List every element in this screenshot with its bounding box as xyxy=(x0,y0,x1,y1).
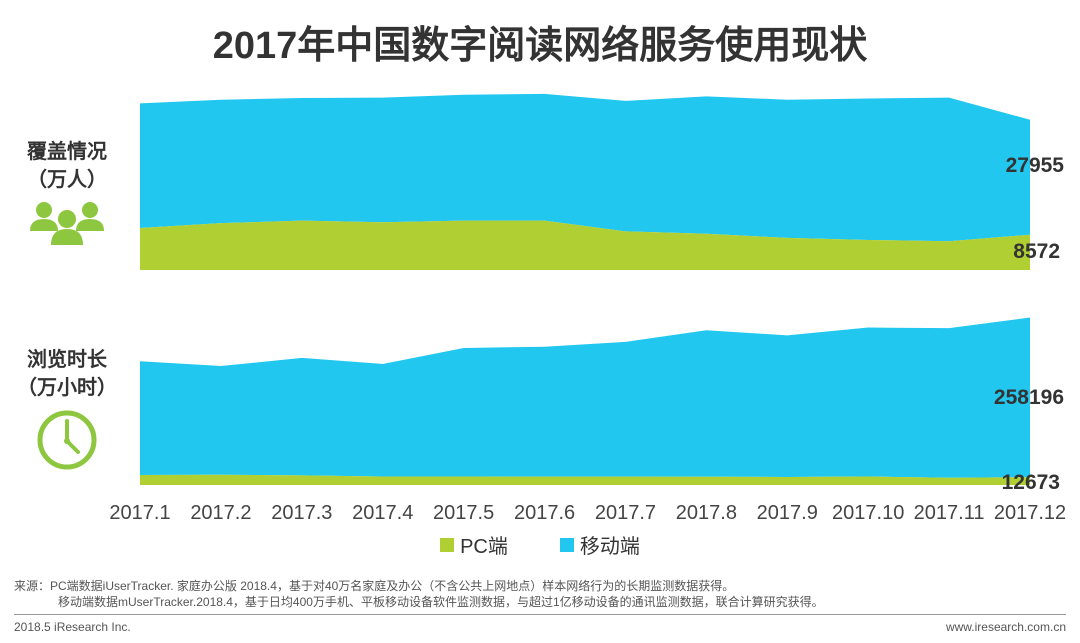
duration-label: 浏览时长 （万小时） xyxy=(2,346,132,402)
source-note: 来源：PC端数据iUserTracker. 家庭办公版 2018.4，基于对40… xyxy=(14,578,1074,610)
duration-label-line1: 浏览时长 xyxy=(27,349,107,371)
series-area-mobile xyxy=(140,93,1030,242)
legend-swatch-pc xyxy=(440,537,455,552)
footer-divider xyxy=(14,614,1066,615)
series-area-mobile xyxy=(140,317,1030,478)
coverage-label-line1: 覆盖情况 xyxy=(27,141,107,163)
end-label-pc: 8572 xyxy=(1013,240,1060,263)
legend-label-pc: PC端 xyxy=(460,536,508,558)
x-tick-label: 2017.1 xyxy=(109,502,170,524)
end-label-mobile: 27955 xyxy=(1006,154,1065,177)
x-tick-label: 2017.8 xyxy=(676,502,737,524)
x-tick-label: 2017.10 xyxy=(832,502,904,524)
x-tick-label: 2017.4 xyxy=(352,502,413,524)
end-label-mobile: 258196 xyxy=(994,386,1064,409)
series-area-pc xyxy=(140,220,1030,270)
x-tick-label: 2017.6 xyxy=(514,502,575,524)
x-tick-label: 2017.9 xyxy=(757,502,818,524)
legend-label-mobile: 移动端 xyxy=(579,536,640,558)
coverage-label-line2: （万人） xyxy=(27,169,107,191)
legend-item-mobile: 移动端 xyxy=(559,530,640,559)
x-tick-label: 2017.12 xyxy=(994,502,1066,524)
x-tick-label: 2017.3 xyxy=(271,502,332,524)
chart-canvas: 2017.1 2017.2 2017.3 2017.4 2017.5 2017.6 2017… xyxy=(30,93,1066,524)
people-icon xyxy=(30,202,104,245)
end-label-pc: 12673 xyxy=(1002,471,1060,494)
x-tick-label: 2017.11 xyxy=(914,502,985,524)
footer-copyright: 2018.5 iResearch Inc. xyxy=(14,620,131,634)
legend-item-pc: PC端 xyxy=(440,530,508,559)
coverage-label: 覆盖情况 （万人） xyxy=(2,138,132,194)
legend-swatch-mobile xyxy=(559,537,574,552)
duration-label-line2: （万小时） xyxy=(17,377,117,399)
legend: PC端 移动端 xyxy=(0,530,1080,559)
clock-icon xyxy=(37,410,97,470)
x-tick-label: 2017.7 xyxy=(595,502,656,524)
page-title: 2017年中国数字阅读网络服务使用现状 xyxy=(212,25,868,67)
x-tick-label: 2017.2 xyxy=(190,502,251,524)
source-line-2: 移动端数据mUserTracker.2018.4，基于日均400万手机、平板移动… xyxy=(58,595,824,609)
footer-website: www.iresearch.com.cn xyxy=(945,620,1066,634)
x-tick-label: 2017.5 xyxy=(433,502,494,524)
source-line-1: 来源：PC端数据iUserTracker. 家庭办公版 2018.4，基于对40… xyxy=(14,579,735,593)
series-area-pc xyxy=(140,474,1030,485)
